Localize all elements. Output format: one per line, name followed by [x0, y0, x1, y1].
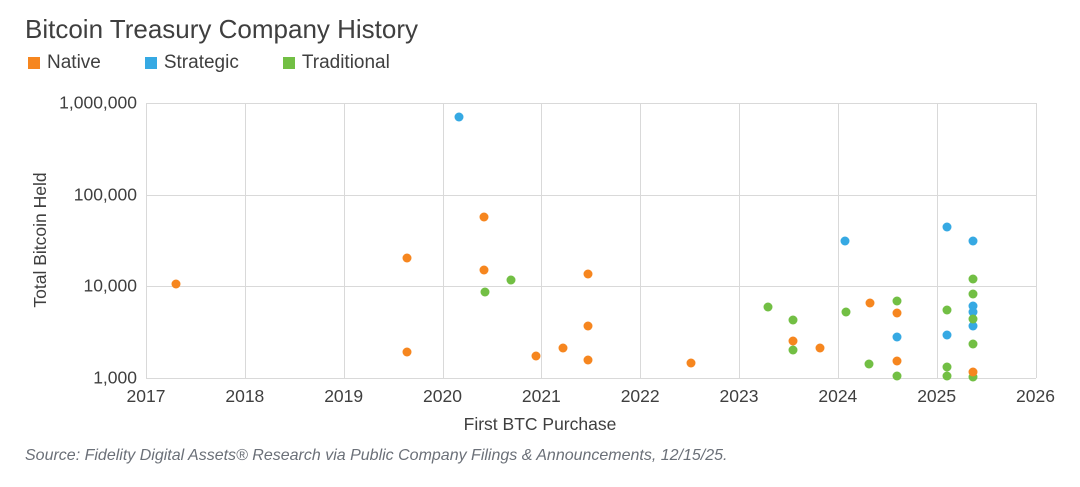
data-point	[968, 301, 978, 311]
x-tick-label: 2021	[521, 386, 561, 406]
gridline-y	[146, 286, 1036, 287]
data-point	[479, 265, 489, 275]
legend-swatch-icon	[282, 57, 295, 69]
data-point	[968, 321, 978, 330]
y-tick-label: 1,000	[93, 367, 137, 387]
data-point	[968, 339, 978, 349]
data-point	[968, 314, 978, 324]
chart-legend: Native Strategic Traditional	[28, 52, 434, 74]
legend-item-native: Native	[28, 52, 101, 74]
y-axis-title: Total Bitcoin Held	[30, 172, 50, 308]
data-point	[454, 112, 464, 122]
x-tick-label: 2023	[719, 386, 759, 406]
gridline-x	[343, 103, 345, 378]
data-point	[788, 336, 798, 346]
data-point	[942, 305, 952, 315]
gridline-x	[146, 103, 147, 378]
data-point	[583, 269, 593, 279]
y-tick-label: 10,000	[83, 275, 137, 296]
data-point	[815, 343, 825, 353]
legend-label: Traditional	[301, 52, 390, 73]
data-point	[968, 274, 978, 284]
data-point	[968, 289, 978, 299]
legend-swatch-icon	[144, 57, 157, 69]
data-point	[942, 222, 952, 232]
data-point	[840, 236, 850, 246]
data-point	[558, 343, 568, 353]
data-point	[583, 355, 593, 365]
x-tick-label: 2024	[818, 386, 858, 406]
gridline-y	[146, 194, 1036, 196]
x-tick-label: 2026	[1016, 386, 1055, 406]
data-point	[968, 307, 978, 317]
gridline-x	[1035, 103, 1037, 378]
y-tick-label: 1,000,000	[59, 92, 137, 113]
gridline-y	[146, 377, 1036, 379]
data-point	[942, 330, 952, 340]
legend-item-strategic: Strategic	[144, 52, 239, 74]
gridline-x	[244, 103, 246, 378]
gridline-x	[739, 103, 740, 378]
data-point	[506, 275, 516, 285]
data-point	[892, 356, 902, 366]
gridline-x	[541, 103, 543, 378]
data-point	[968, 367, 978, 377]
x-tick-label: 2025	[917, 386, 957, 406]
data-point	[402, 347, 412, 357]
x-tick-label: 2017	[126, 386, 166, 406]
data-point	[686, 358, 696, 368]
data-point	[841, 307, 851, 317]
data-point	[763, 302, 773, 312]
gridline-x	[442, 103, 444, 378]
gridline-x	[837, 103, 839, 378]
data-point	[864, 359, 874, 369]
gridline-x	[936, 103, 938, 378]
x-axis-title: First BTC Purchase	[463, 414, 617, 434]
gridline-x	[640, 103, 642, 378]
chart-title: Bitcoin Treasury Company History	[25, 14, 419, 44]
data-point	[171, 279, 181, 289]
data-point	[531, 351, 541, 361]
source-note: Source: Fidelity Digital Assets® Researc…	[25, 447, 728, 464]
data-point	[892, 296, 902, 306]
data-point	[942, 362, 952, 372]
x-tick-label: 2020	[423, 386, 462, 406]
legend-swatch-icon	[28, 57, 40, 69]
gridline-y	[146, 103, 1036, 104]
data-point	[402, 253, 412, 263]
data-point	[788, 345, 798, 355]
data-point	[788, 315, 798, 325]
data-point	[865, 298, 875, 307]
data-point	[479, 212, 489, 222]
x-tick-label: 2022	[620, 386, 660, 406]
legend-label: Native	[47, 52, 101, 73]
data-point	[892, 308, 902, 318]
legend-label: Strategic	[163, 52, 239, 73]
data-point	[480, 287, 490, 297]
data-point	[942, 371, 952, 381]
data-point	[968, 236, 978, 246]
y-tick-label: 100,000	[73, 184, 137, 204]
data-point	[892, 371, 902, 381]
data-point	[892, 332, 902, 342]
legend-item-traditional: Traditional	[282, 52, 390, 74]
x-tick-label: 2019	[324, 386, 364, 406]
x-tick-label: 2018	[225, 386, 265, 406]
data-point	[968, 372, 978, 382]
data-point	[583, 321, 593, 330]
